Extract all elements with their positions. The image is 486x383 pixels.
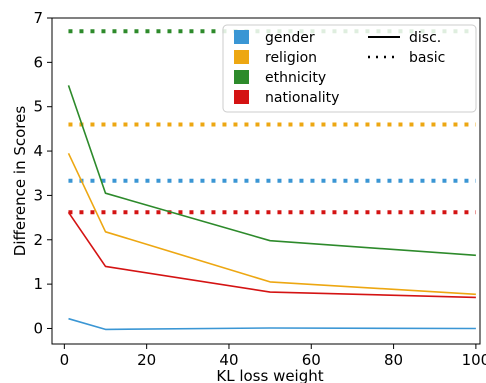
y-tick-label: 4	[33, 142, 43, 160]
y-tick-label: 2	[33, 231, 43, 249]
legend-box	[222, 24, 477, 113]
y-tick-label: 1	[33, 275, 43, 293]
x-tick-label: 60	[302, 351, 321, 369]
legend: gender religion ethnicity nationality disc. b…	[222, 24, 477, 113]
legend-label-religion: religion	[265, 50, 317, 66]
series-line-ethnicity	[67, 85, 476, 257]
series-line-nationality	[67, 211, 476, 299]
y-tick-label: 3	[33, 186, 43, 204]
x-tick-label: 100	[462, 351, 486, 369]
y-tick-label: 6	[33, 53, 43, 71]
baseline-lines	[68, 29, 476, 215]
y-tick-label: 5	[33, 98, 43, 116]
legend-label-gender: gender	[265, 30, 315, 46]
x-tick-label: 80	[384, 351, 403, 369]
series-line-gender	[68, 317, 476, 331]
legend-swatch-religion	[234, 50, 249, 64]
legend-label-ethnicity: ethnicity	[265, 70, 326, 86]
x-axis-label: KL loss weight	[216, 367, 323, 383]
legend-swatch-gender	[234, 30, 249, 44]
axes: 0 20 40 60 80 100 0 1 2 3 4 5 6 7	[33, 9, 486, 369]
y-tick-label: 0	[33, 319, 43, 337]
legend-swatch-nationality	[234, 90, 249, 104]
series-line-religion	[67, 152, 476, 296]
series-lines	[67, 85, 476, 331]
legend-label-dotted: basic	[409, 50, 445, 66]
legend-label-solid: disc.	[409, 30, 441, 46]
y-tick-label: 7	[33, 9, 43, 27]
legend-swatch-ethnicity	[234, 70, 249, 84]
y-axis-label: Difference in Scores	[11, 106, 29, 257]
legend-label-nationality: nationality	[265, 90, 339, 106]
x-tick-label: 40	[219, 351, 238, 369]
plot-frame	[51, 17, 481, 345]
x-tick-label: 0	[60, 351, 70, 369]
x-tick-label: 20	[137, 351, 156, 369]
